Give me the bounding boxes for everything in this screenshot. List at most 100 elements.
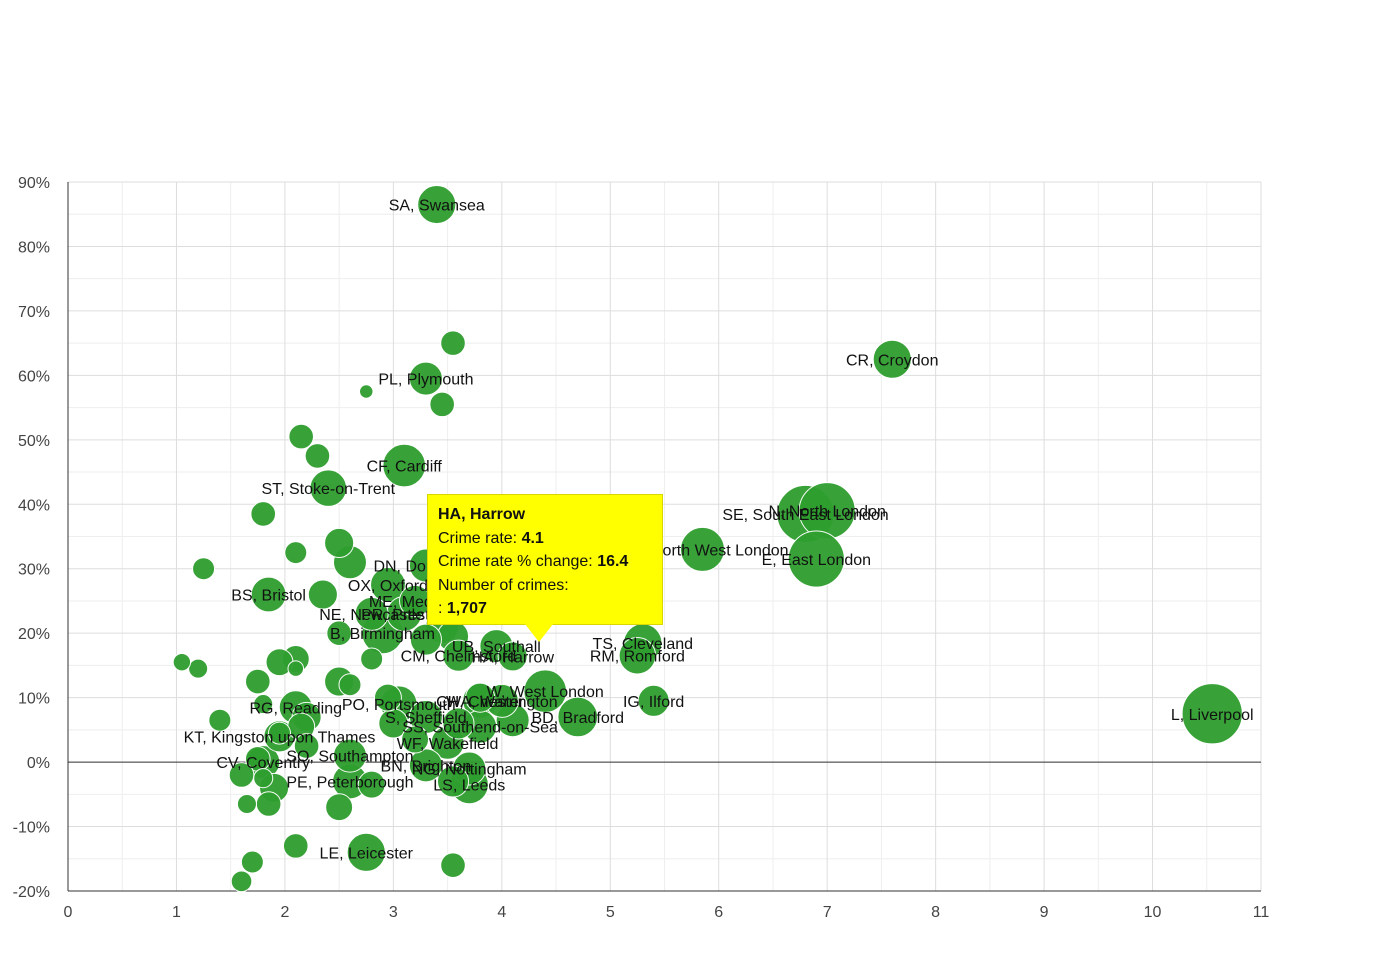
bubble-label: BS, Bristol	[231, 588, 306, 605]
tooltip-pointer	[525, 624, 553, 642]
bubble-label: BD, Bradford	[531, 710, 623, 727]
bubble-point	[293, 733, 320, 759]
bubble-label: LS, Leeds	[433, 778, 505, 795]
bubble-label: NG, Nottingham	[412, 762, 527, 779]
tick-labels: 0 1 2 3 4 5 6 7 8 9 10 11 -20% -10% 0% 10% 20% 30% 40% 50% 6…	[13, 175, 1270, 921]
bubble-label: B, Birmingham	[330, 626, 435, 643]
bubble-point	[497, 641, 528, 672]
bubble-point	[360, 647, 384, 671]
y-tick-label: 40%	[18, 497, 50, 514]
x-tick-label: 8	[931, 904, 940, 921]
bubble-point	[267, 721, 291, 745]
bubble-label: BN, Brighton	[381, 758, 472, 775]
bubble-label: PO, Portsmouth	[342, 697, 456, 714]
bubble-label: UB, Southall	[452, 639, 541, 656]
bubble-point	[208, 708, 232, 732]
bubble-point	[359, 384, 374, 399]
bubble-point	[240, 850, 264, 874]
bubble-point	[192, 557, 216, 581]
bubble-point	[357, 770, 386, 799]
bubble-point	[288, 423, 314, 450]
x-tick-label: 7	[823, 904, 832, 921]
bubble-point	[373, 683, 402, 712]
y-tick-label: 80%	[18, 239, 50, 256]
bubble-point	[787, 530, 845, 588]
bubble-point	[304, 443, 331, 469]
bubble-point	[307, 579, 338, 610]
tooltip-rate: Crime rate: 4.1	[438, 527, 652, 551]
bubble-label: PL, Plymouth	[378, 372, 473, 389]
bubble-point	[679, 526, 725, 572]
tooltip-rate-label: Crime rate:	[438, 529, 518, 547]
tooltip-change-label: Crime rate % change:	[438, 553, 593, 570]
bubble-label: E, East London	[762, 552, 871, 569]
bubble-label: KT, Kingston upon Thames	[184, 729, 376, 746]
bubble-point	[557, 696, 599, 738]
bubble-label: CM, Chelmsford	[401, 649, 517, 666]
bubble-point	[401, 725, 430, 754]
point-labels: SA, Swansea CR, Croydon PL, Plymouth CF, Ca…	[184, 198, 1254, 863]
bubble-point	[172, 652, 192, 672]
x-tick-label: 9	[1040, 904, 1049, 921]
bubble-label: L, Liverpool	[1171, 707, 1254, 724]
bubble-point	[346, 832, 386, 872]
bubble-point	[354, 596, 389, 631]
bubble-point	[872, 339, 912, 379]
bubble-label: IG, Ilford	[623, 694, 684, 711]
tooltip-title: HA, Harrow	[438, 506, 526, 523]
bubble-point	[250, 576, 287, 613]
x-tick-label: 3	[389, 904, 398, 921]
bubble-label: LE, Leicester	[320, 845, 414, 862]
y-tick-label: 60%	[18, 368, 50, 385]
x-tick-label: 1	[172, 904, 181, 921]
x-tick-label: 10	[1144, 904, 1162, 921]
x-tick-label: 11	[1253, 904, 1270, 921]
bubble-label: SE, South East London	[722, 507, 888, 524]
tooltip-count: : 1,707	[438, 597, 652, 621]
bubble-label: SO, Southampton	[286, 749, 413, 766]
bubble-label: CH, Chester	[436, 694, 525, 711]
bubble-label: CF, Cardiff	[367, 459, 443, 476]
bubble-label: W, West London	[487, 684, 604, 701]
x-tick-label: 4	[497, 904, 506, 921]
x-tick-label: 5	[606, 904, 615, 921]
bubble-label: ST, Stoke-on-Trent	[261, 481, 395, 498]
bubble-point	[253, 694, 274, 715]
bubble-point	[332, 738, 367, 773]
tooltip-change-value: 16.4	[597, 553, 629, 570]
chart-tooltip: HA, Harrow Crime rate: 4.1 Crime rate % …	[427, 494, 663, 625]
bubble-label: WF, Wakefield	[397, 736, 499, 753]
bubble-label: TS, Cleveland	[593, 636, 694, 653]
bubble-label: RG, Reading	[250, 700, 343, 717]
x-tick-label: 2	[280, 904, 289, 921]
bubble-point	[282, 833, 309, 859]
tooltip-rate-value: 4.1	[521, 529, 544, 547]
bubble-point	[408, 361, 443, 396]
bubble-label: SS, Southend-on-Sea	[402, 720, 558, 737]
bubble-point	[436, 765, 470, 798]
bubble-point	[1181, 683, 1243, 745]
bubble-label: SA, Swansea	[389, 198, 485, 215]
y-tick-label: -20%	[13, 884, 50, 901]
y-tick-label: 70%	[18, 304, 50, 321]
bubble-label: OX, Oxford	[348, 578, 428, 595]
bubble-point	[637, 684, 670, 717]
bubble-point	[230, 870, 253, 893]
tooltip-count-value: 1,707	[446, 600, 487, 617]
bubble-point	[440, 330, 466, 356]
bubble-label: CV, Coventry	[216, 755, 310, 772]
bubble-point	[429, 391, 455, 418]
bubble-label: WA, Warrington	[446, 694, 558, 711]
bubble-point	[338, 673, 362, 697]
bubble-point	[523, 669, 568, 713]
bubble-point	[255, 791, 282, 817]
bubble-point	[326, 620, 352, 646]
minor-grid	[68, 182, 1261, 891]
y-tick-label: 30%	[18, 562, 50, 579]
bubble-label: NE, Newcastle	[319, 607, 424, 624]
bubble-point	[442, 639, 475, 672]
bubble-point	[370, 566, 406, 603]
tooltip-count-label: Number of crimes:	[438, 576, 569, 594]
bubble-point	[465, 682, 496, 713]
